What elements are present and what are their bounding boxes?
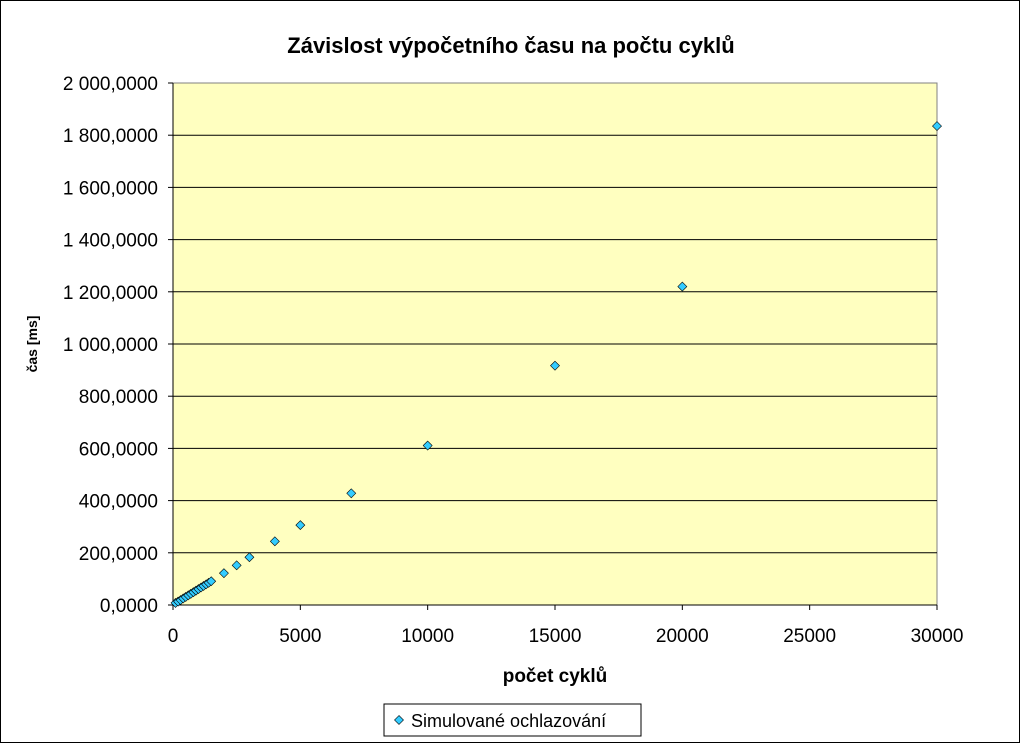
y-tick-label-9: 1 800,0000 bbox=[63, 126, 158, 147]
legend-label: Simulované ochlazování bbox=[411, 711, 606, 731]
x-tick-label-6: 30000 bbox=[911, 626, 964, 647]
data-point bbox=[219, 568, 229, 579]
x-tick-label-4: 20000 bbox=[656, 626, 709, 647]
data-points bbox=[170, 121, 942, 608]
data-point bbox=[346, 488, 357, 499]
x-tick-label-3: 15000 bbox=[529, 626, 582, 647]
y-tick-label-0: 0,0000 bbox=[100, 596, 158, 617]
y-tick-label-10: 2 000,0000 bbox=[63, 74, 158, 95]
data-point bbox=[269, 536, 280, 547]
x-tick-label-1: 5000 bbox=[279, 626, 321, 647]
y-axis-ticks: 0,0000 200,0000 400,0000 600,0000 800,0000 1 … bbox=[63, 74, 173, 617]
x-axis-label: počet cyklů bbox=[503, 666, 608, 687]
data-point bbox=[206, 576, 217, 587]
data-point bbox=[244, 552, 255, 563]
x-tick-label-0: 0 bbox=[168, 626, 179, 647]
x-tick-label-2: 10000 bbox=[401, 626, 454, 647]
data-point bbox=[550, 360, 560, 371]
data-point bbox=[295, 520, 306, 531]
x-axis-ticks: 0 5000 10000 15000 20000 25000 30000 bbox=[168, 605, 964, 647]
y-tick-label-1: 200,0000 bbox=[79, 544, 158, 565]
data-point bbox=[422, 440, 433, 451]
legend: Simulované ochlazování bbox=[383, 703, 642, 737]
y-tick-label-4: 800,0000 bbox=[79, 387, 158, 408]
y-tick-label-8: 1 600,0000 bbox=[63, 178, 158, 199]
data-point bbox=[677, 281, 688, 292]
y-tick-label-2: 400,0000 bbox=[79, 492, 158, 513]
legend-box bbox=[383, 703, 642, 737]
y-axis-label: čas [ms] bbox=[24, 316, 40, 373]
y-tick-label-7: 1 400,0000 bbox=[63, 231, 158, 252]
data-point bbox=[231, 560, 242, 571]
data-point bbox=[932, 121, 942, 131]
y-tick-label-3: 600,0000 bbox=[79, 439, 158, 460]
y-tick-label-6: 1 200,0000 bbox=[63, 283, 158, 304]
y-tick-label-5: 1 000,0000 bbox=[63, 335, 158, 356]
chart-title: Závislost výpočetního času na počtu cykl… bbox=[287, 33, 734, 58]
x-tick-label-5: 25000 bbox=[783, 626, 836, 647]
legend-marker bbox=[394, 715, 404, 725]
